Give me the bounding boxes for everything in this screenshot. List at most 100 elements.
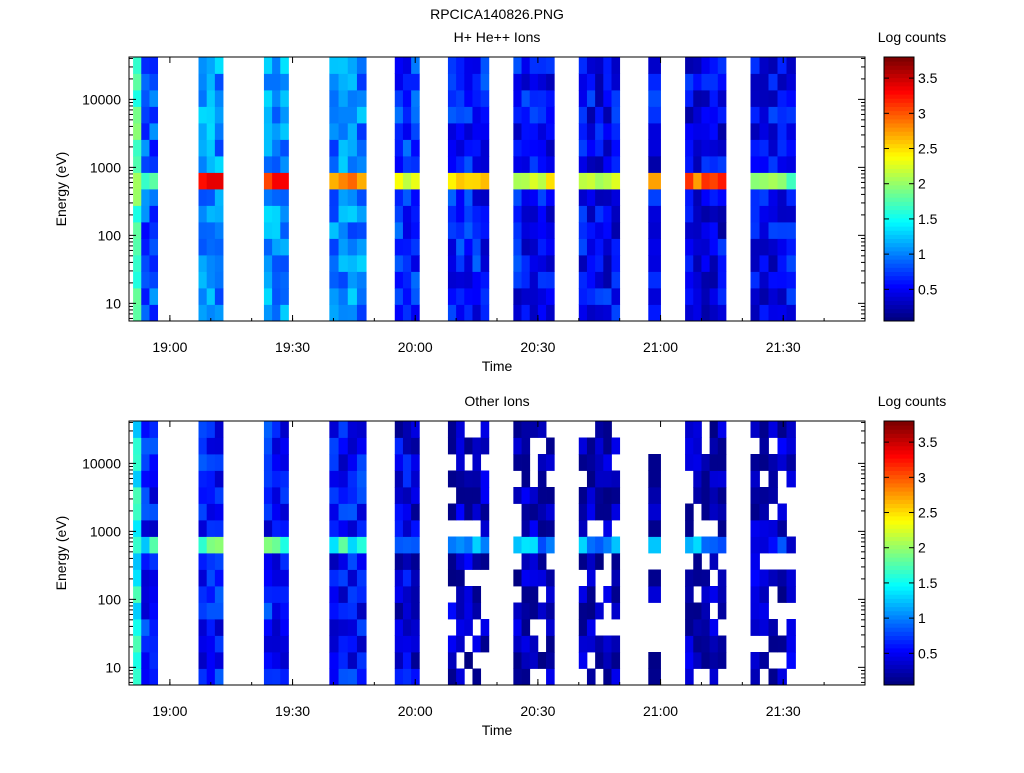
heatmap-cell [263, 536, 273, 554]
heatmap-cell [537, 156, 547, 173]
heatmap-cell [402, 437, 412, 455]
heatmap-cell [356, 106, 367, 124]
heatmap-cell [546, 503, 555, 521]
heatmap-cell [464, 57, 473, 74]
heatmap-cell [464, 553, 473, 570]
heatmap-cell [394, 90, 404, 107]
heatmap-cell [685, 437, 694, 455]
heatmap-cell [402, 205, 412, 223]
colorbar-swatch [884, 259, 914, 264]
colorbar-tick-label: 2.5 [918, 505, 938, 521]
heatmap-cell [141, 454, 150, 471]
heatmap-cell [537, 304, 547, 322]
heatmap-cell [768, 57, 778, 74]
heatmap-cell [611, 172, 621, 190]
heatmap-cell [768, 668, 778, 686]
heatmap-cell [786, 73, 796, 91]
heatmap-cell [456, 139, 465, 157]
heatmap-cell [456, 205, 465, 223]
heatmap-cell [464, 288, 473, 305]
heatmap-cell [347, 57, 358, 74]
heatmap-cell [595, 536, 604, 554]
heatmap-cell [513, 73, 522, 91]
heatmap-cell [447, 635, 457, 653]
heatmap-cell [411, 569, 420, 587]
colorbar-swatch [884, 201, 914, 206]
x-tick-label: 21:00 [643, 703, 678, 719]
heatmap-cell [693, 172, 702, 190]
heatmap-cell [394, 288, 404, 305]
colorbar: 0.5 1 1.5 2 2.5 3 3.5 Log counts [878, 29, 946, 322]
heatmap-cell [394, 454, 404, 471]
heatmap-cell [595, 205, 604, 223]
heatmap-cell [537, 123, 547, 140]
heatmap-cell [133, 421, 142, 438]
y-axis-label: Energy (eV) [53, 516, 69, 591]
heatmap-cell [537, 189, 547, 206]
heatmap-cell [356, 619, 367, 636]
heatmap-cell [149, 569, 159, 587]
heatmap-cell [133, 586, 142, 603]
heatmap-cell [586, 668, 596, 686]
heatmap-cell [648, 123, 661, 140]
heatmap-cell [133, 487, 142, 504]
heatmap-cell [786, 139, 796, 157]
heatmap-cell [529, 487, 539, 504]
heatmap-cell [198, 652, 208, 669]
heatmap-cell [347, 139, 358, 157]
heatmap-cell [329, 304, 339, 322]
heatmap-cell [701, 172, 711, 190]
heatmap-cell [472, 222, 482, 239]
heatmap-cell [356, 437, 367, 455]
heatmap-cell [759, 602, 769, 620]
heatmap-cell [759, 487, 769, 504]
heatmap-cell [603, 255, 612, 272]
heatmap-cell [280, 189, 289, 206]
heatmap-cell [578, 553, 588, 570]
heatmap-cell [595, 553, 604, 570]
heatmap-cell [141, 553, 150, 570]
heatmap-cell [759, 619, 769, 636]
heatmap-cell [768, 189, 778, 206]
heatmap-cell [411, 189, 420, 206]
heatmap-cell [214, 106, 224, 124]
heatmap-cell [206, 619, 216, 636]
heatmap-cell [578, 255, 588, 272]
heatmap-cell [521, 123, 531, 140]
heatmap-cell [750, 123, 760, 140]
heatmap-cell [464, 652, 473, 669]
heatmap-cell [480, 106, 490, 124]
heatmap-cell [338, 602, 349, 620]
heatmap-cell [456, 602, 465, 620]
heatmap-cell [786, 222, 796, 239]
heatmap-cell [521, 470, 531, 488]
heatmap-cell [768, 255, 778, 272]
heatmap-cell [777, 536, 787, 554]
heatmap-cell [329, 668, 339, 686]
heatmap-cell [693, 619, 702, 636]
heatmap-cell [786, 652, 796, 669]
heatmap-cell [777, 172, 787, 190]
heatmap-cell [329, 156, 339, 173]
heatmap-cell [472, 470, 482, 488]
heatmap-cell [472, 586, 482, 603]
heatmap-cell [786, 123, 796, 140]
heatmap-cell [759, 520, 769, 537]
colorbar-swatch [884, 267, 914, 272]
heatmap-cell [595, 503, 604, 521]
heatmap-cell [750, 487, 760, 504]
heatmap-cell [586, 57, 596, 74]
heatmap-cell [447, 90, 457, 107]
heatmap-cell [611, 503, 621, 521]
heatmap-cell [480, 139, 490, 157]
heatmap-cell [272, 189, 281, 206]
heatmap-cell [141, 123, 150, 140]
heatmap-cell [521, 652, 531, 669]
heatmap-cell [513, 304, 522, 322]
heatmap-cell [586, 454, 596, 471]
heatmap-cell [786, 421, 796, 438]
heatmap-cell [356, 503, 367, 521]
heatmap-cell [693, 487, 702, 504]
heatmap-cell [750, 602, 760, 620]
heatmap-cell [709, 123, 719, 140]
